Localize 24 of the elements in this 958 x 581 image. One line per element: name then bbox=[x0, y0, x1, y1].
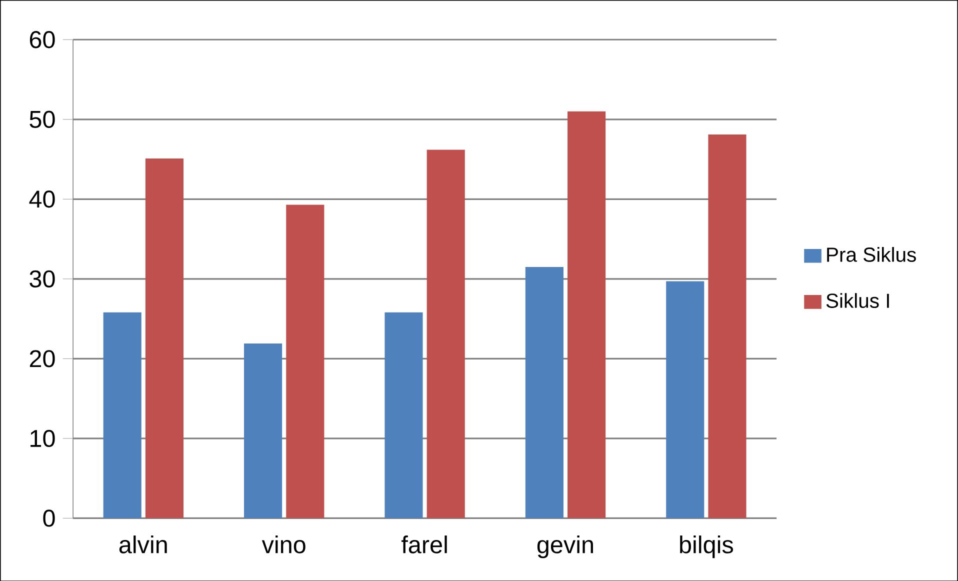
bar bbox=[525, 266, 564, 518]
bar bbox=[426, 149, 465, 518]
y-tick-label: 60 bbox=[30, 30, 55, 48]
y-tick-label: 20 bbox=[30, 350, 55, 368]
legend-label: Siklus I bbox=[826, 292, 889, 308]
bar bbox=[103, 312, 142, 518]
x-tick-label: gevin bbox=[537, 535, 593, 558]
bar bbox=[384, 312, 423, 518]
bar bbox=[244, 343, 282, 518]
y-tick-label: 30 bbox=[30, 270, 55, 288]
x-tick-label: farel bbox=[401, 535, 447, 554]
bar bbox=[666, 281, 704, 518]
bar bbox=[286, 204, 324, 518]
bar bbox=[145, 158, 184, 518]
x-tick-label: alvin bbox=[119, 535, 167, 554]
x-tick-label: vino bbox=[262, 535, 306, 554]
bar bbox=[708, 134, 746, 518]
bar bbox=[568, 111, 606, 518]
x-tick-label: bilqis bbox=[680, 535, 734, 558]
y-tick-label: 0 bbox=[43, 509, 55, 527]
y-tick-label: 40 bbox=[29, 190, 55, 208]
y-tick-label: 10 bbox=[30, 430, 55, 447]
y-tick-label: 50 bbox=[30, 110, 55, 128]
legend-label: Pra Siklus bbox=[827, 246, 916, 262]
